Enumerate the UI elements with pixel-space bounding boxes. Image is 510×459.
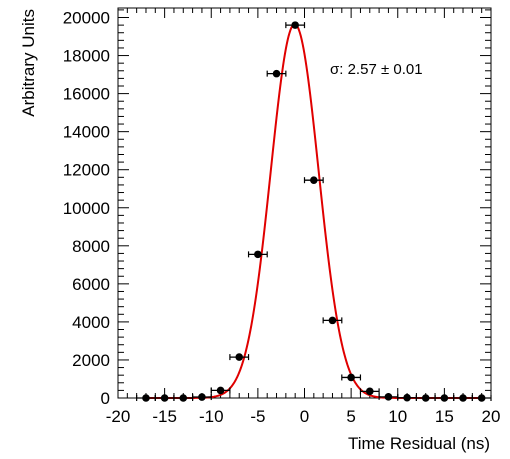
data-point	[266, 69, 287, 78]
data-point	[322, 316, 343, 325]
x-tick-label: -10	[199, 407, 224, 426]
data-point	[453, 394, 473, 402]
y-tick-label: 14000	[63, 123, 110, 142]
x-tick-label: 10	[388, 407, 407, 426]
x-tick-label: -15	[152, 407, 177, 426]
data-marker	[235, 353, 244, 361]
fit-curve	[145, 23, 482, 399]
data-point	[173, 394, 194, 402]
data-point	[434, 394, 455, 402]
y-axis-title: Arbitrary Units	[19, 9, 38, 117]
x-axis-title: Time Residual (ns)	[348, 434, 490, 453]
data-marker	[272, 69, 281, 78]
data-point	[471, 394, 492, 402]
data-marker	[179, 394, 188, 402]
data-point	[359, 387, 380, 396]
data-point	[192, 393, 212, 401]
y-tick-label: 20000	[63, 9, 110, 28]
data-point	[415, 394, 436, 402]
axis-ticks	[117, 8, 492, 399]
data-marker	[403, 393, 411, 402]
data-points	[136, 21, 492, 402]
y-tick-label: 10000	[63, 199, 110, 218]
sigma-annotation: σ: 2.57 ± 0.01	[330, 61, 423, 78]
y-tick-label: 6000	[72, 275, 110, 294]
y-tick-label: 18000	[63, 47, 110, 66]
x-tick-label: 20	[482, 407, 501, 426]
data-marker	[477, 394, 486, 402]
data-point	[210, 386, 231, 395]
y-tick-label: 8000	[72, 237, 110, 256]
data-marker	[384, 393, 393, 401]
data-point	[285, 21, 306, 29]
data-marker	[328, 316, 337, 325]
x-tick-label: 0	[300, 407, 309, 426]
data-marker	[421, 394, 430, 402]
data-marker	[254, 250, 262, 259]
x-tick-label: 5	[346, 407, 355, 426]
data-point	[341, 373, 362, 382]
data-marker	[347, 373, 355, 382]
y-tick-label: 4000	[72, 313, 110, 332]
data-marker	[291, 21, 299, 29]
data-point	[247, 250, 268, 259]
plot-frame	[117, 7, 492, 399]
x-tick-label: -20	[106, 407, 131, 426]
data-marker	[160, 394, 169, 402]
data-point	[154, 394, 175, 402]
data-marker	[440, 394, 449, 402]
data-marker	[459, 394, 467, 402]
data-point	[303, 176, 324, 184]
y-tick-label: 2000	[72, 351, 110, 370]
data-marker	[198, 393, 206, 401]
y-tick-label: 16000	[63, 85, 110, 104]
data-point	[378, 393, 399, 401]
y-tick-label: 0	[101, 389, 110, 408]
y-tick-label: 12000	[63, 161, 110, 180]
data-point	[229, 353, 250, 361]
x-tick-label: 15	[435, 407, 454, 426]
x-tick-label: -5	[250, 407, 265, 426]
data-marker	[216, 386, 225, 395]
x-tick-labels: -20 -15 -10 -5 0 5 10 15 20	[106, 407, 501, 426]
data-point	[136, 394, 156, 402]
data-point	[397, 393, 417, 402]
data-marker	[142, 394, 150, 402]
data-marker	[365, 387, 374, 396]
data-marker	[310, 176, 318, 184]
y-tick-labels: 0 2000 4000 6000 8000 10000 12000 14000 16000 180…	[63, 9, 110, 408]
